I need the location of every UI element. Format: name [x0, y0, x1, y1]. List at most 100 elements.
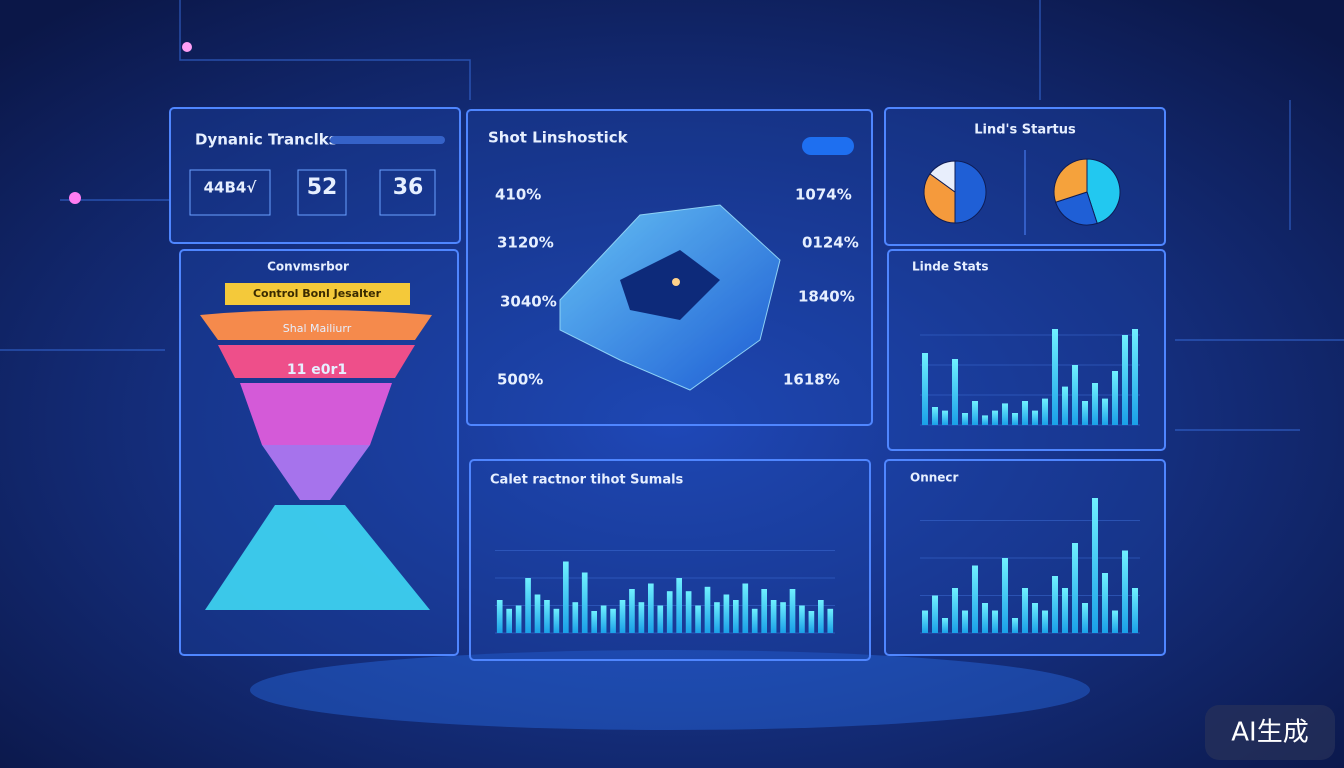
funnel-level [200, 310, 432, 340]
bar [1012, 618, 1018, 633]
bar [723, 594, 730, 633]
bar [952, 359, 958, 425]
bar [714, 602, 720, 633]
stat: 52 [307, 175, 338, 200]
bar [629, 589, 635, 633]
funnel-label: Shal Mailiurr [283, 322, 352, 335]
funnel-level [240, 383, 392, 445]
funnel-base [205, 505, 430, 610]
funnel-level [225, 283, 410, 305]
cube-hole [620, 250, 720, 320]
stat-box [297, 169, 347, 216]
bar [1122, 550, 1128, 633]
bar [1132, 329, 1138, 425]
circuit-lines [0, 0, 1344, 431]
bar [666, 591, 673, 633]
bar [742, 583, 749, 633]
bar [1132, 588, 1138, 633]
bar [515, 605, 522, 633]
bar [942, 410, 948, 425]
bar [808, 611, 815, 633]
bar [1022, 401, 1028, 425]
percentage: 1074% [795, 186, 852, 204]
bar [506, 608, 512, 633]
bar [761, 589, 767, 633]
bar [1042, 398, 1048, 425]
bar [638, 602, 645, 633]
bar [1012, 413, 1018, 425]
bar [572, 602, 579, 633]
bar [1032, 410, 1038, 425]
bar [534, 594, 541, 633]
bar [932, 407, 938, 425]
bar [942, 618, 948, 633]
bar [1052, 329, 1058, 425]
bar [1112, 371, 1118, 425]
bar [610, 608, 616, 633]
bar [972, 565, 978, 633]
pie-slice [929, 160, 956, 193]
bar [676, 578, 682, 633]
bar [1032, 603, 1038, 633]
spark [672, 278, 680, 286]
bar [1002, 403, 1008, 425]
bar [685, 591, 692, 633]
bar [544, 600, 550, 633]
panel-title: Lind's Startus [974, 123, 1076, 138]
toggle[interactable] [802, 137, 854, 155]
bar [1002, 558, 1008, 633]
stat: 36 [393, 175, 424, 200]
funnel-level [262, 445, 370, 500]
bar [751, 608, 758, 633]
pie-slice [1054, 191, 1098, 226]
panel-title: Shot Linshostick [488, 129, 629, 147]
bar [1082, 401, 1088, 425]
bar [780, 602, 786, 633]
bar [922, 610, 928, 633]
bar [799, 605, 805, 633]
bar [496, 600, 503, 633]
bar [1052, 576, 1058, 633]
bar [600, 605, 607, 633]
bar [982, 415, 988, 425]
bar [789, 589, 796, 633]
bar [1042, 610, 1048, 633]
percentage: 1840% [798, 288, 855, 306]
bar [695, 605, 701, 633]
panel-bottom [469, 459, 871, 661]
percentage: 3120% [497, 234, 554, 252]
bar [818, 600, 824, 633]
bar [1082, 603, 1088, 633]
bar [591, 611, 597, 633]
bar [581, 572, 588, 633]
bar [1072, 365, 1078, 425]
panel-title: Calet ractnor tihot Sumals [490, 473, 684, 488]
funnel-label: 11 e0r1 [287, 362, 347, 378]
stat-box [379, 169, 436, 216]
badge [1205, 705, 1335, 760]
bar [648, 583, 654, 633]
badge-text: AI生成 [1231, 718, 1308, 748]
bar [922, 353, 928, 425]
stat: 44B4√ [204, 179, 258, 197]
bar [992, 410, 998, 425]
percentage: 1618% [783, 371, 840, 389]
percentage: 3040% [500, 293, 557, 311]
bar [1022, 588, 1028, 633]
panel-title: Dynanic Tranclks [195, 131, 338, 149]
percentage: 500% [497, 371, 543, 389]
bar [1092, 498, 1098, 633]
panel-title: Convmsrbor [267, 260, 349, 274]
bar [619, 600, 626, 633]
bar [525, 578, 531, 633]
glow [250, 650, 1090, 730]
panel-title: Onnecr [910, 471, 959, 485]
panel-title: Linde Stats [912, 260, 989, 274]
bar [1072, 543, 1078, 633]
bar [1102, 573, 1108, 633]
light [182, 42, 192, 52]
bar [827, 608, 834, 633]
